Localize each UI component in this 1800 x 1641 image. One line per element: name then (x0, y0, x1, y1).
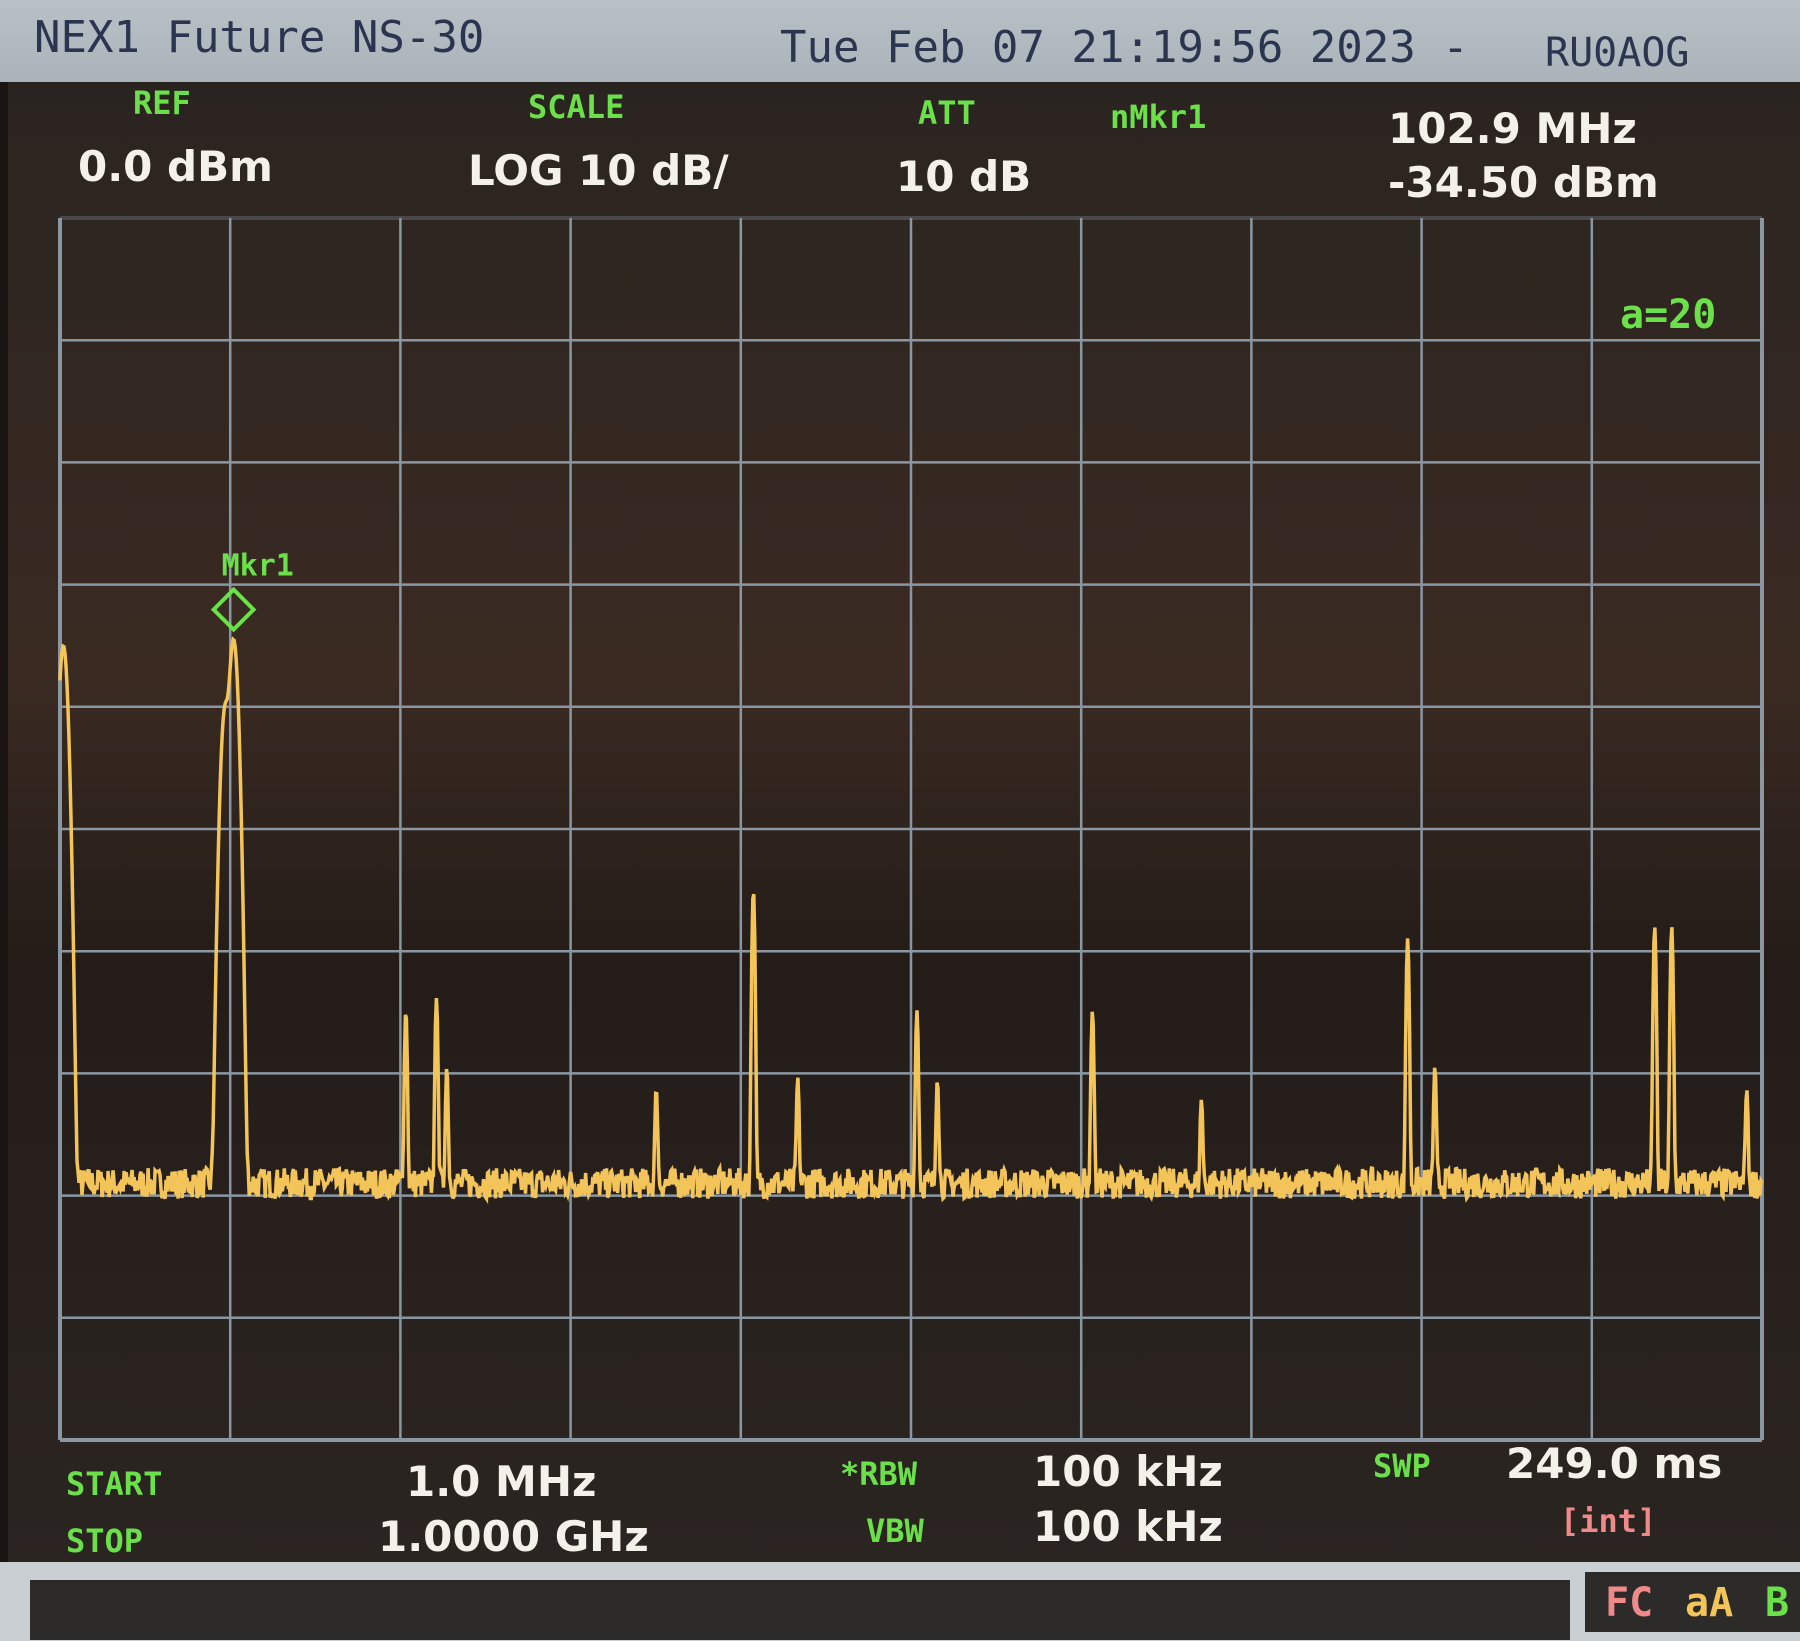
marker-level: -34.50 dBm (1388, 158, 1659, 207)
rbw-label: *RBW (840, 1455, 918, 1493)
fc-indicator: FC (1605, 1580, 1654, 1626)
swp-value: 249.0 ms (1506, 1439, 1723, 1488)
marker-diamond-icon (210, 586, 257, 633)
b-indicator: B (1765, 1580, 1790, 1626)
ref-label: REF (133, 84, 191, 122)
att-value: 10 dB (896, 152, 1032, 201)
marker-tag: Mkr1 (222, 549, 294, 584)
aa-indicator: aA (1685, 1580, 1734, 1626)
average-count: a=20 (1620, 292, 1717, 338)
marker-label: nMkr1 (1110, 98, 1207, 136)
status-indicators: FC aA B (1585, 1572, 1800, 1632)
stop-value: 1.0000 GHz (378, 1512, 649, 1561)
vbw-value: 100 kHz (1033, 1502, 1223, 1551)
rbw-value: 100 kHz (1033, 1447, 1223, 1496)
start-value: 1.0 MHz (406, 1457, 597, 1506)
marker-freq: 102.9 MHz (1388, 104, 1637, 153)
marker-1: Mkr1 (210, 549, 294, 633)
datetime: Tue Feb 07 21:19:56 2023 - (780, 22, 1469, 73)
scale-label: SCALE (528, 88, 625, 126)
stop-label: STOP (66, 1522, 144, 1560)
grid (58, 216, 1764, 1442)
device-title: NEX1 Future NS-30 (34, 12, 485, 63)
vbw-label: VBW (866, 1512, 924, 1550)
ref-value: 0.0 dBm (78, 142, 273, 191)
title-bar: NEX1 Future NS-30 Tue Feb 07 21:19:56 20… (0, 0, 1800, 82)
analyzer-screen: REF 0.0 dBm SCALE LOG 10 dB/ ATT 10 dB n… (8, 82, 1800, 1562)
att-label: ATT (918, 94, 976, 132)
start-label: START (66, 1465, 163, 1503)
bottom-bar: FC aA B (0, 1562, 1800, 1641)
sweep-mode: [int] (1560, 1502, 1657, 1540)
message-area (30, 1580, 1570, 1640)
spectrum-trace (58, 636, 1764, 1205)
callsign: RU0AOG (1545, 30, 1690, 76)
swp-label: SWP (1373, 1447, 1431, 1485)
scale-value: LOG 10 dB/ (468, 146, 729, 195)
